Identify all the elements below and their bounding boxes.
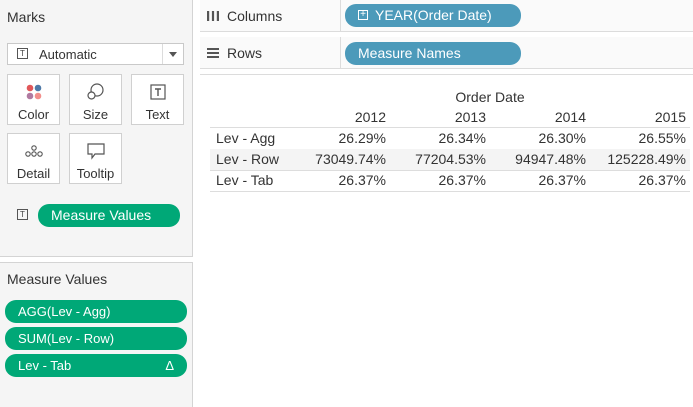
text-icon (148, 83, 168, 101)
table-cell: 26.30% (538, 130, 586, 146)
year-header[interactable]: 2012 (354, 109, 386, 125)
table-cell: 125228.49% (607, 151, 686, 167)
detail-dots-icon (24, 142, 44, 160)
table-cell: 26.37% (538, 172, 586, 188)
row-divider (210, 170, 690, 171)
row-header[interactable]: Lev - Row (216, 151, 280, 167)
year-header[interactable]: 2015 (654, 109, 686, 125)
text-mark-icon: T (17, 48, 28, 59)
columns-pill-label: YEAR(Order Date) (375, 7, 492, 23)
row-divider (210, 191, 690, 192)
column-header-title: Order Date (455, 89, 525, 105)
marks-title: Marks (7, 9, 46, 25)
measure-pill[interactable]: SUM(Lev - Row) (5, 327, 187, 350)
columns-label: Columns (227, 8, 283, 24)
table-cell: 26.29% (338, 130, 386, 146)
text-encoding-icon: T (17, 209, 28, 220)
shelf-divider (340, 37, 341, 68)
color-button-label: Color (17, 107, 50, 122)
row-header[interactable]: Lev - Agg (216, 130, 276, 146)
mark-type-value: Automatic (39, 47, 97, 62)
detail-button[interactable]: Detail (7, 133, 60, 184)
measure-pill-label: SUM(Lev - Row) (18, 331, 115, 346)
size-button[interactable]: Size (69, 74, 122, 125)
table-row: Lev - Row 73049.74% 77204.53% 94947.48% … (210, 149, 690, 170)
year-header[interactable]: 2013 (454, 109, 486, 125)
measure-values-title: Measure Values (7, 271, 108, 287)
shelf-divider (340, 0, 341, 31)
columns-pill[interactable]: + YEAR(Order Date) (345, 4, 521, 27)
text-button[interactable]: Text (131, 74, 184, 125)
tooltip-button-label: Tooltip (76, 166, 115, 181)
rows-label: Rows (227, 45, 263, 61)
color-dots-icon (24, 83, 44, 101)
table-cell: 26.34% (438, 130, 486, 146)
size-circles-icon (86, 83, 106, 101)
text-encoding-pill[interactable]: Measure Values (38, 204, 180, 227)
tooltip-icon (86, 142, 106, 160)
rows-pill[interactable]: Measure Names (345, 42, 521, 65)
table-cell: 94947.48% (515, 151, 586, 167)
measure-pill-label: Lev - Tab (18, 358, 72, 373)
table-cell: 26.55% (638, 130, 686, 146)
chevron-down-icon[interactable] (162, 44, 183, 64)
measure-pill-label: AGG(Lev - Agg) (18, 304, 111, 319)
table-cell: 77204.53% (415, 151, 486, 167)
detail-button-label: Detail (16, 166, 51, 181)
expand-icon[interactable]: + (358, 10, 368, 20)
measure-pill[interactable]: Lev - Tab Δ (5, 354, 187, 377)
year-header[interactable]: 2014 (554, 109, 586, 125)
text-encoding-pill-label: Measure Values (51, 207, 152, 223)
table-cell: 73049.74% (315, 151, 386, 167)
rows-icon (206, 46, 220, 64)
view-canvas (200, 74, 693, 407)
size-button-label: Size (82, 107, 109, 122)
table-cell: 26.37% (638, 172, 686, 188)
header-divider (210, 127, 690, 128)
measure-pill[interactable]: AGG(Lev - Agg) (5, 300, 187, 323)
table-row: Lev - Agg 26.29% 26.34% 26.30% 26.55% (210, 128, 690, 149)
mark-type-dropdown[interactable]: T Automatic (7, 43, 184, 65)
rows-pill-label: Measure Names (358, 45, 461, 61)
delta-icon: Δ (165, 358, 174, 373)
tooltip-button[interactable]: Tooltip (69, 133, 122, 184)
text-button-label: Text (145, 107, 170, 122)
table-row: Lev - Tab 26.37% 26.37% 26.37% 26.37% (210, 170, 690, 191)
row-header[interactable]: Lev - Tab (216, 172, 274, 188)
table-cell: 26.37% (338, 172, 386, 188)
columns-icon (206, 9, 220, 27)
color-button[interactable]: Color (7, 74, 60, 125)
table-cell: 26.37% (438, 172, 486, 188)
